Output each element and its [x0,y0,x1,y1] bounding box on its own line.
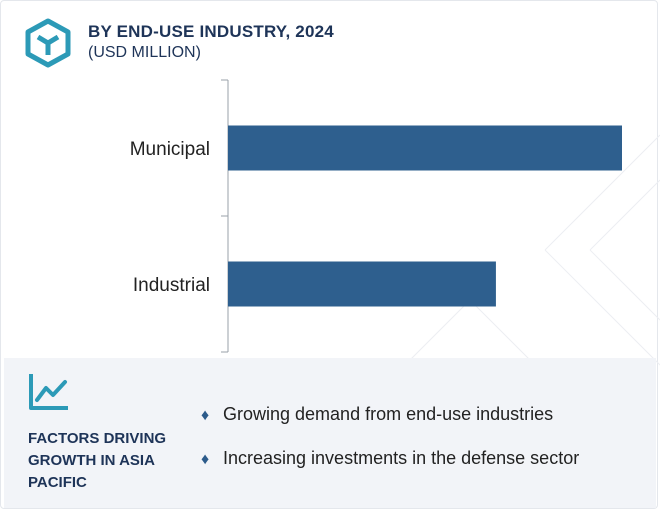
chart-subtitle: (USD MILLION) [88,44,201,61]
factor-text: Growing demand from end-use industries [223,404,554,424]
chart-title: BY END-USE INDUSTRY, 2024 [88,22,334,41]
category-label: Industrial [133,275,210,296]
line-chart-icon [28,372,72,412]
category-label: Municipal [130,139,210,160]
factor-text: Increasing investments in the defense se… [223,448,580,468]
factors-title: FACTORS DRIVING GROWTH IN ASIA PACIFIC [28,430,167,491]
list-item: ♦ Increasing investments in the defense s… [201,446,579,490]
diamond-bullet-icon: ♦ [201,407,210,424]
bar-chart: Municipal Industrial [130,79,622,353]
list-item: ♦ Growing demand from end-use industries [201,402,579,446]
diamond-bullet-icon: ♦ [201,451,210,468]
factors-list: ♦ Growing demand from end-use industries … [201,402,579,490]
factors-panel: FACTORS DRIVING GROWTH IN ASIA PACIFIC ♦… [4,358,656,508]
hexagon-cube-icon [24,18,72,68]
bar-municipal [228,125,622,171]
bar-industrial [228,261,496,307]
